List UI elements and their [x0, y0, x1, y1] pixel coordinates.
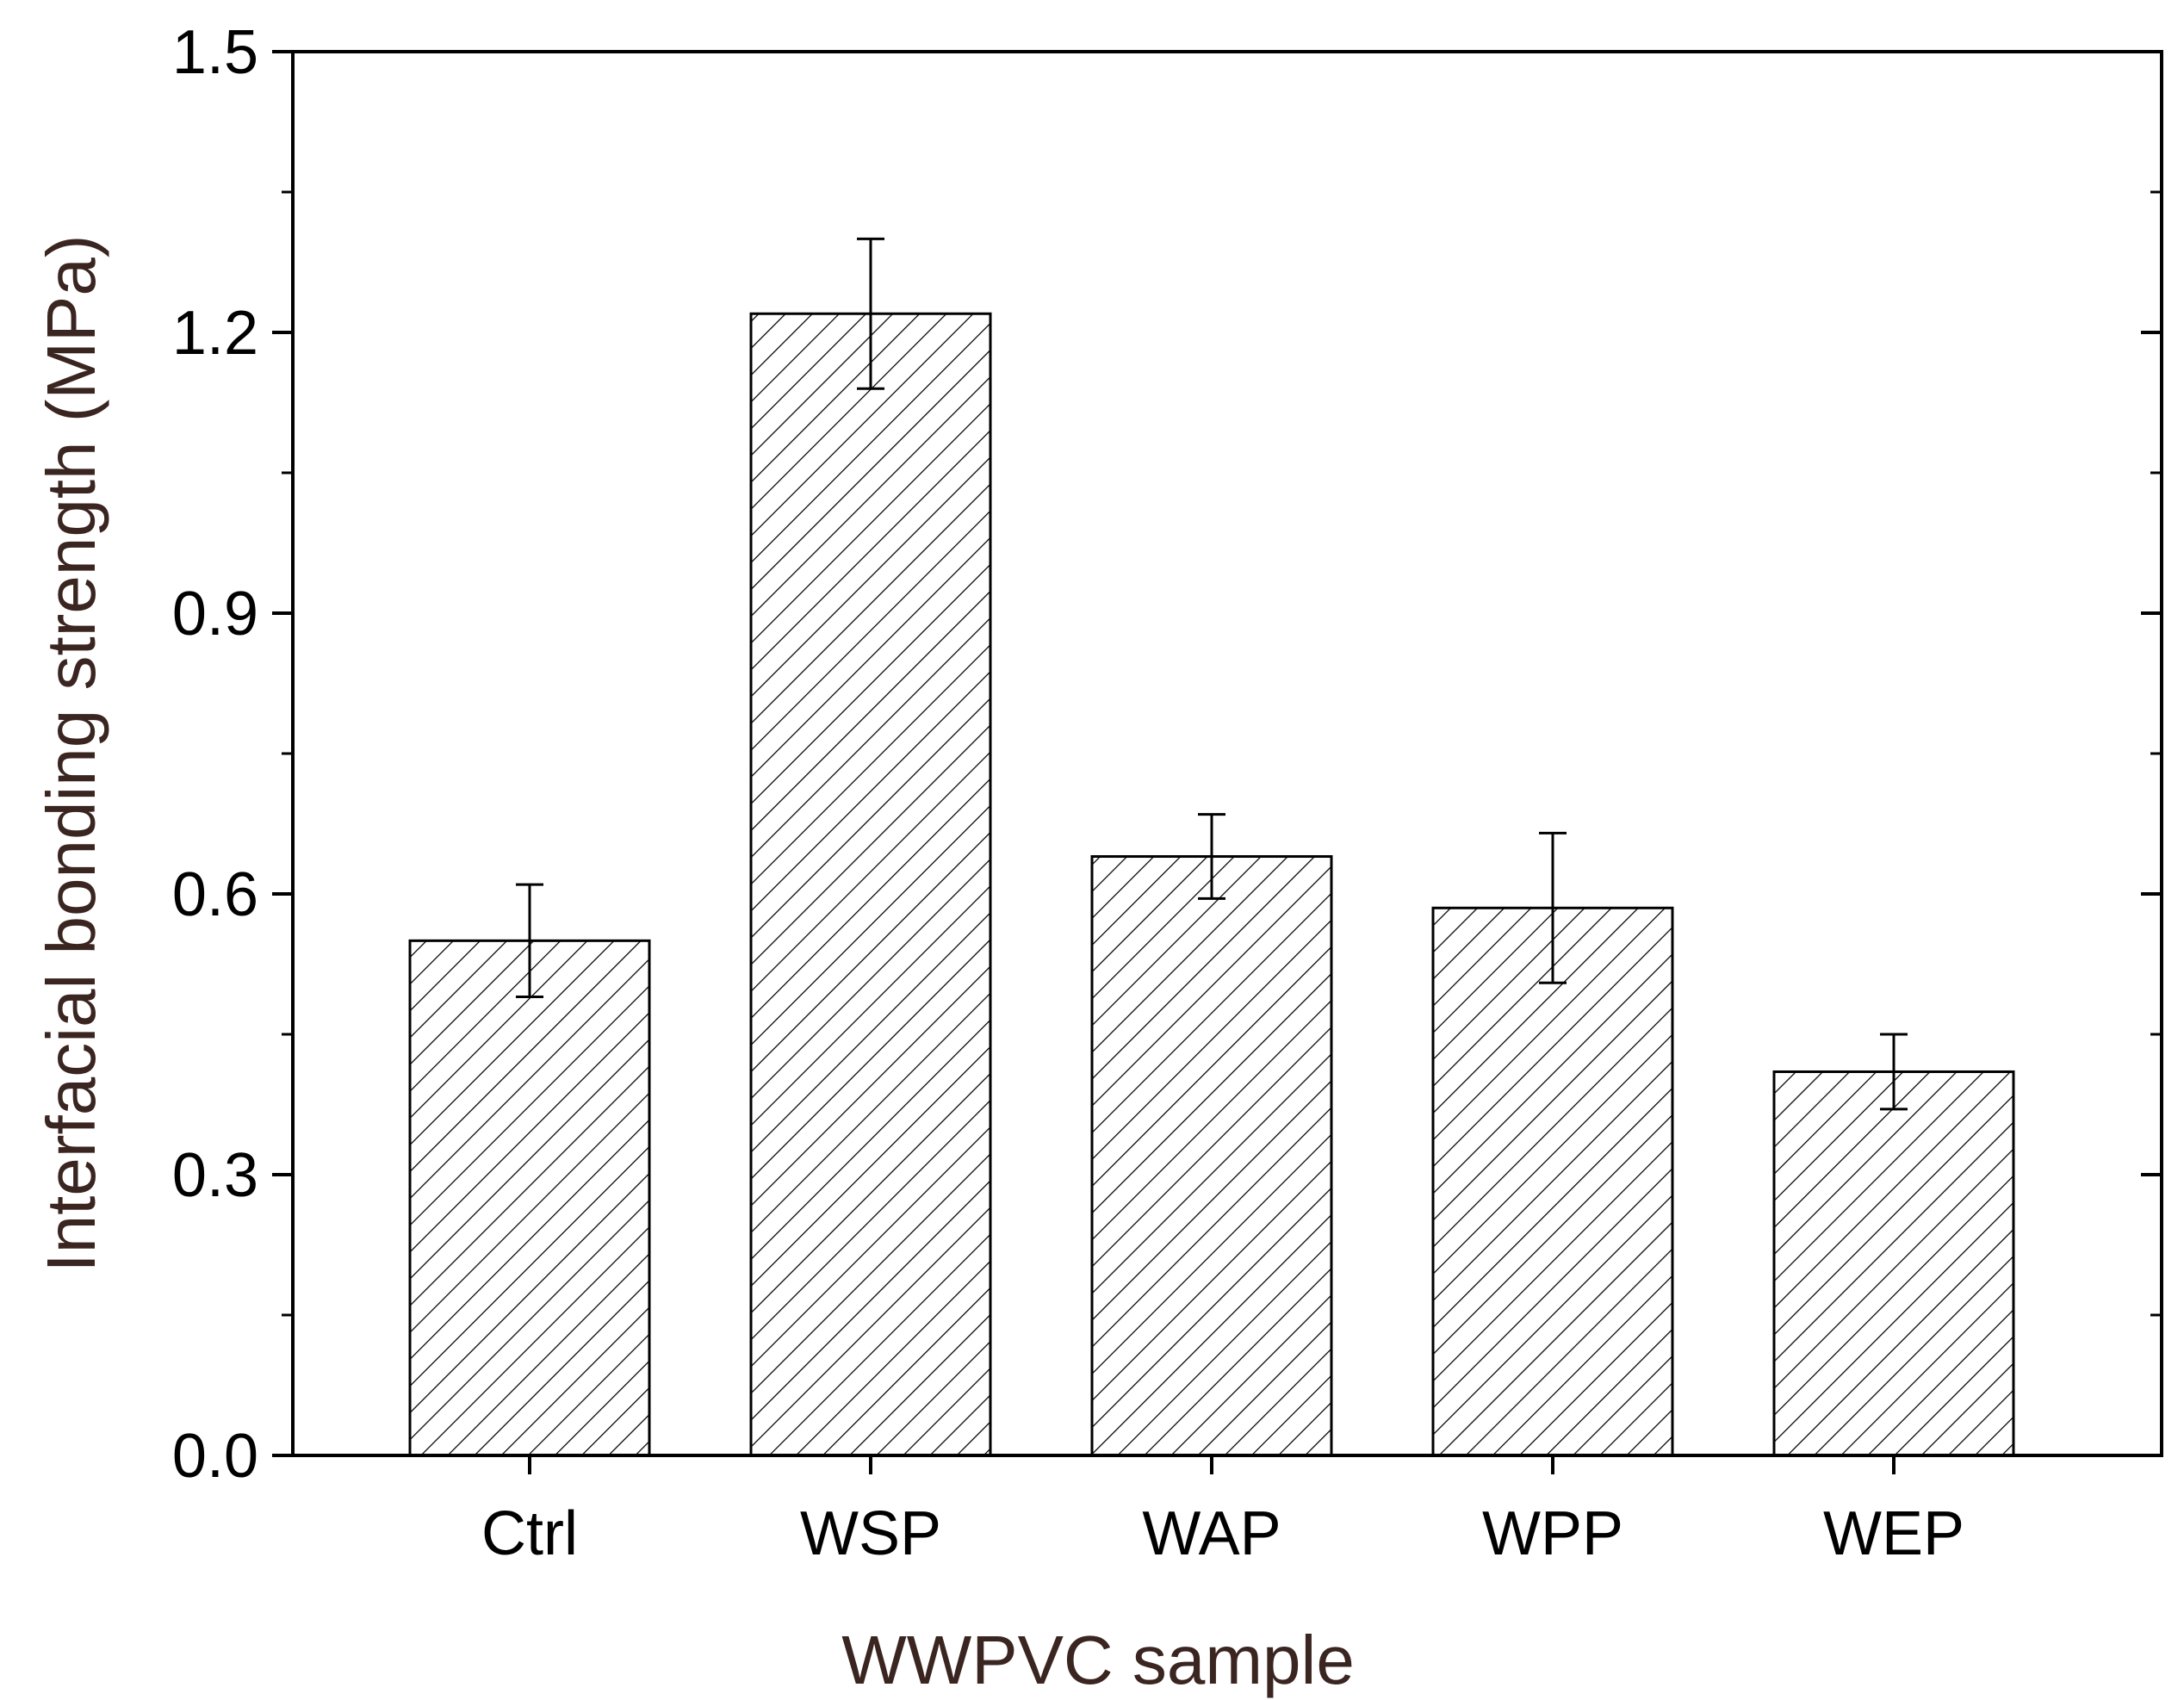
x-tick-label: WPP — [1482, 1499, 1623, 1568]
x-tick-label: WAP — [1142, 1499, 1281, 1568]
x-tick-label: WEP — [1823, 1499, 1964, 1568]
bar-wsp — [749, 312, 992, 1457]
y-tick-label: 0.3 — [172, 1141, 258, 1210]
x-axis-title: WWPVC sample — [841, 1622, 1355, 1698]
error-bars-layer — [516, 237, 1908, 1111]
y-tick-label: 0.6 — [172, 860, 258, 929]
bar-wpp — [1431, 906, 1674, 1457]
y-tick-label: 0.0 — [172, 1422, 258, 1491]
bar-wep — [1772, 1070, 2015, 1457]
y-tick-label: 1.5 — [172, 18, 258, 87]
y-axis-title: Interfacial bonding strength (MPa) — [33, 234, 109, 1272]
x-axis-ticks: Ctrl WSP WAP WPP WEP — [481, 1455, 1964, 1568]
y-axis-ticks: 0.0 0.3 0.6 0.9 1.2 1.5 — [172, 18, 2162, 1491]
bar-ctrl — [408, 939, 651, 1457]
y-tick-label: 0.9 — [172, 580, 258, 648]
x-tick-label: WSP — [800, 1499, 941, 1568]
y-tick-label: 1.2 — [172, 299, 258, 368]
bar-wap — [1090, 855, 1333, 1457]
x-tick-label: Ctrl — [481, 1499, 578, 1568]
